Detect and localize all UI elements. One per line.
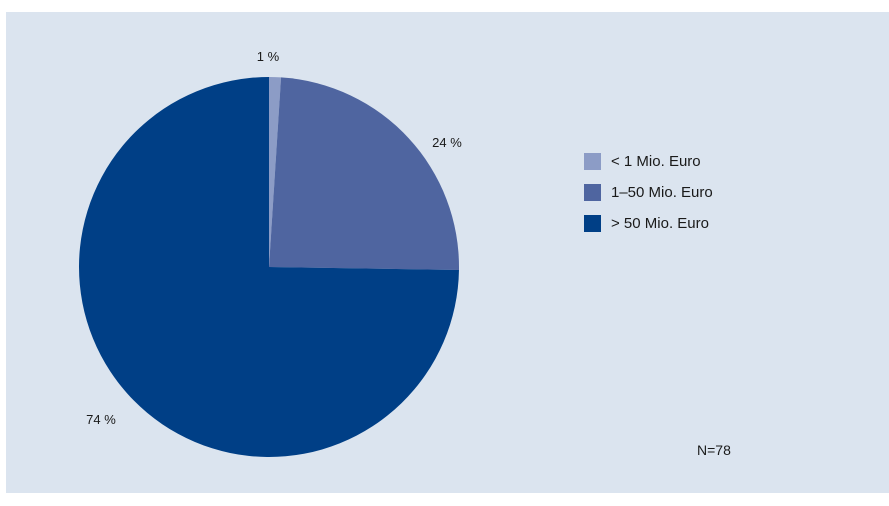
slice-value-label: 74 %	[86, 412, 116, 427]
legend-item: < 1 Mio. Euro	[584, 153, 713, 170]
legend-label: < 1 Mio. Euro	[611, 153, 701, 170]
legend-swatch	[584, 184, 601, 201]
pie-slice	[269, 77, 282, 267]
legend: < 1 Mio. Euro 1–50 Mio. Euro > 50 Mio. E…	[584, 153, 713, 246]
legend-label: > 50 Mio. Euro	[611, 215, 709, 232]
sample-size-note: N=78	[697, 442, 731, 458]
legend-item: 1–50 Mio. Euro	[584, 184, 713, 201]
pie-slices	[79, 77, 459, 457]
legend-swatch	[584, 215, 601, 232]
legend-label: 1–50 Mio. Euro	[611, 184, 713, 201]
pie-slice	[79, 77, 459, 457]
legend-item: > 50 Mio. Euro	[584, 215, 713, 232]
slice-value-label: 24 %	[432, 135, 462, 150]
slice-labels: 1 % 24 % 74 %	[86, 49, 462, 427]
slice-value-label: 1 %	[257, 49, 280, 64]
pie-slice	[269, 77, 459, 271]
legend-swatch	[584, 153, 601, 170]
